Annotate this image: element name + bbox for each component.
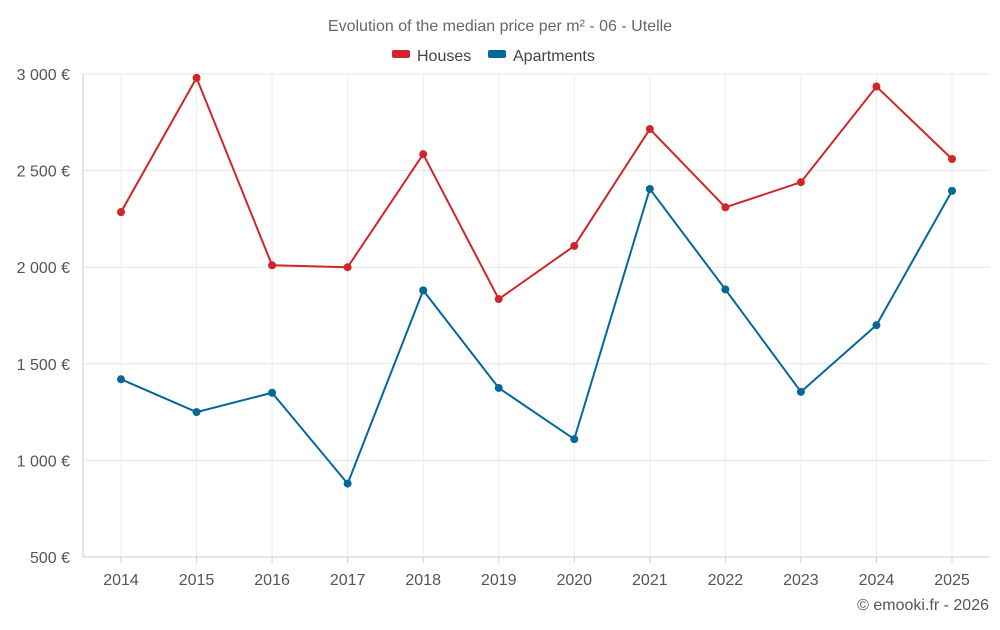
x-tick-label: 2021 <box>632 572 668 589</box>
legend-swatch <box>488 50 506 58</box>
y-tick-label: 3 000 € <box>17 67 70 84</box>
data-point-apartments[interactable] <box>796 387 805 396</box>
data-point-houses[interactable] <box>494 295 503 304</box>
y-tick-label: 2 500 € <box>17 164 70 181</box>
x-tick-label: 2016 <box>254 572 290 589</box>
y-tick-label: 500 € <box>30 550 70 567</box>
data-point-apartments[interactable] <box>117 375 125 384</box>
legend-swatch <box>392 50 410 58</box>
x-tick-label: 2020 <box>556 572 592 589</box>
legend-label: Apartments <box>513 48 595 65</box>
legend-item-houses[interactable]: Houses <box>392 48 471 65</box>
series-apartments <box>117 184 956 488</box>
data-point-apartments[interactable] <box>948 186 956 195</box>
series-line-apartments <box>120 187 953 485</box>
x-tick-label: 2022 <box>708 572 744 589</box>
credit-text: © emooki.fr - 2026 <box>857 597 989 614</box>
data-point-apartments[interactable] <box>872 321 881 330</box>
data-point-houses[interactable] <box>872 82 881 91</box>
data-point-apartments[interactable] <box>192 408 201 417</box>
x-tick-label: 2018 <box>405 572 441 589</box>
data-point-apartments[interactable] <box>645 184 654 193</box>
x-tick-label: 2024 <box>859 572 895 589</box>
data-point-houses[interactable] <box>645 125 654 134</box>
data-point-houses[interactable] <box>192 73 201 82</box>
x-tick-label: 2019 <box>481 572 517 589</box>
data-point-houses[interactable] <box>117 208 125 217</box>
data-point-houses[interactable] <box>948 155 956 164</box>
data-point-houses[interactable] <box>796 178 805 187</box>
y-tick-label: 2 000 € <box>17 260 70 277</box>
x-tick-label: 2023 <box>783 572 819 589</box>
grid-lines <box>83 73 990 558</box>
y-tick-label: 1 500 € <box>17 357 70 374</box>
x-tick-label: 2015 <box>179 572 215 589</box>
data-point-houses[interactable] <box>343 263 352 272</box>
x-axis: 2014 2015 2016 2017 2018 2019 2020 2021 2022 2023… <box>83 556 990 589</box>
series-line-houses <box>120 76 953 301</box>
data-point-apartments[interactable] <box>343 479 352 488</box>
chart-title: Evolution of the median price per m² - 0… <box>328 18 672 35</box>
data-point-houses[interactable] <box>268 261 277 270</box>
series-houses <box>117 73 956 304</box>
data-point-apartments[interactable] <box>494 383 503 392</box>
data-point-houses[interactable] <box>721 203 730 212</box>
data-point-houses[interactable] <box>419 150 428 159</box>
legend-item-apartments[interactable]: Apartments <box>488 48 595 65</box>
y-tick-label: 1 000 € <box>17 453 70 470</box>
data-point-apartments[interactable] <box>570 435 579 444</box>
legend-label: Houses <box>417 48 471 65</box>
series-layer <box>117 73 956 488</box>
data-point-apartments[interactable] <box>419 286 428 295</box>
legend[interactable]: Houses Apartments <box>392 48 595 65</box>
x-tick-label: 2017 <box>330 572 366 589</box>
y-axis: 500 € 1 000 € 1 500 € 2 000 € 2 500 € 3 000 € <box>17 67 84 567</box>
data-point-houses[interactable] <box>570 241 579 250</box>
x-tick-label: 2014 <box>103 572 139 589</box>
data-point-apartments[interactable] <box>268 388 277 397</box>
data-point-apartments[interactable] <box>721 285 730 294</box>
x-tick-label: 2025 <box>934 572 970 589</box>
